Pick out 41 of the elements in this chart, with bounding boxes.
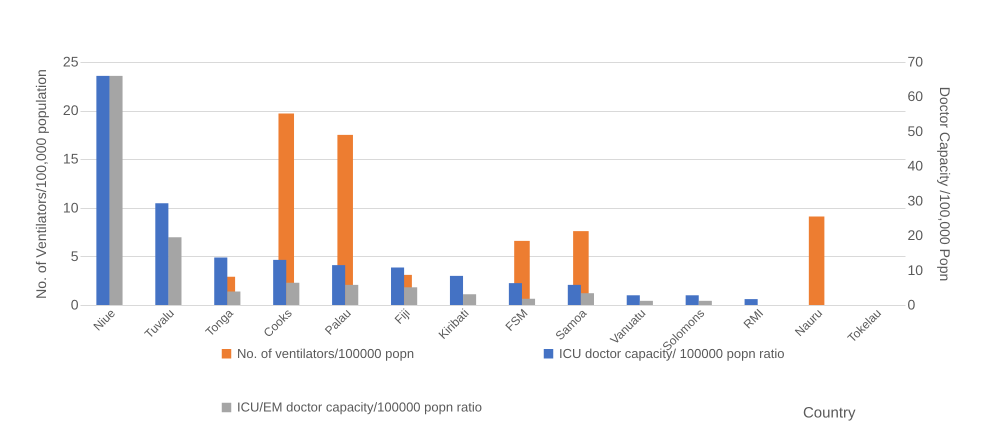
x-tick-label: Fiji xyxy=(392,306,413,327)
y2-tick-label: 30 xyxy=(908,192,924,208)
y2-axis-title: Doctor Capacity /100,000 Popn xyxy=(937,86,954,282)
legend-label: ICU/EM doctor capacity/100000 popn ratio xyxy=(237,400,482,414)
y-tick-label: 10 xyxy=(62,199,79,216)
bar xyxy=(568,284,581,305)
bar xyxy=(450,276,464,305)
y-tick-label: 15 xyxy=(62,150,79,167)
y2-tick-label: 40 xyxy=(908,158,924,174)
bar xyxy=(744,299,758,305)
bar xyxy=(332,265,346,305)
y-tick-label: 5 xyxy=(70,248,79,264)
legend-label: No. of ventilators/100000 popn xyxy=(237,346,414,361)
y2-tick-label: 50 xyxy=(908,122,924,139)
x-tick-label: Niue xyxy=(90,306,118,334)
bar xyxy=(626,295,640,305)
x-tick-label: RMI xyxy=(740,306,766,332)
bar xyxy=(96,76,110,305)
bar xyxy=(698,300,712,305)
bar xyxy=(168,237,182,305)
bar xyxy=(273,260,286,305)
y2-tick-label: 70 xyxy=(908,54,924,70)
y-axis-title: No. of Ventilators/100,000 population xyxy=(32,69,49,299)
y2-tick-label: 0 xyxy=(908,296,916,312)
bar xyxy=(640,300,653,305)
y2-tick-label: 60 xyxy=(908,88,924,104)
y2-tick-label: 20 xyxy=(908,227,924,244)
bar xyxy=(808,216,824,305)
bar xyxy=(580,293,594,305)
bar xyxy=(686,295,699,305)
bar xyxy=(463,294,476,305)
bar xyxy=(109,76,123,305)
bar xyxy=(155,203,168,305)
bar xyxy=(345,284,358,305)
bar xyxy=(522,298,536,305)
x-axis-title: Country xyxy=(802,404,856,422)
y-tick-label: 25 xyxy=(62,54,79,70)
y-tick-label: 0 xyxy=(70,296,79,312)
y2-tick-label: 10 xyxy=(908,262,924,278)
y-tick-label: 20 xyxy=(62,102,79,118)
bar xyxy=(286,282,300,305)
